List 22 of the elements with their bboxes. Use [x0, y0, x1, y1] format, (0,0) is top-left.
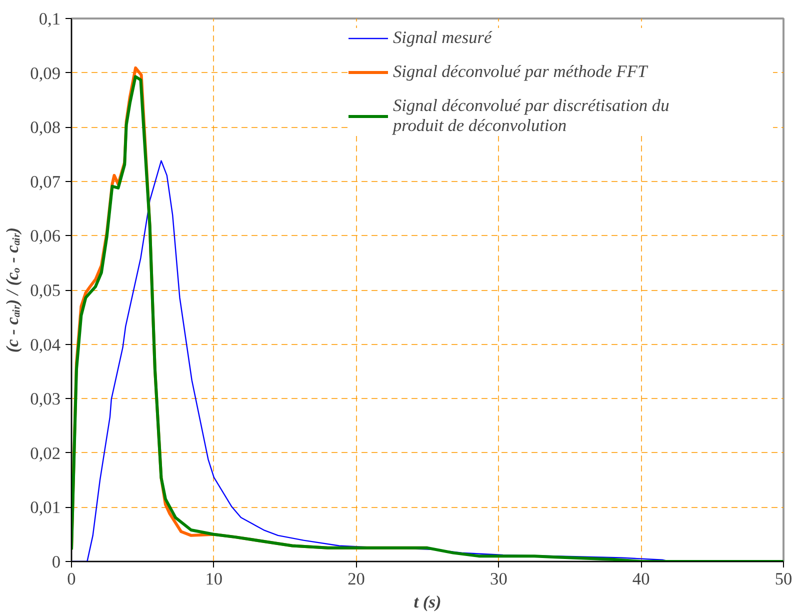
y-axis-title: (c - cₐᵢᵣ) / (cₒ - cₐᵢᵣ) [3, 227, 22, 353]
x-tick-label: 20 [348, 570, 365, 588]
y-tick-label: 0,06 [30, 226, 61, 246]
x-axis-title: t (s) [414, 592, 442, 612]
x-tick-label: 40 [632, 570, 650, 588]
x-tick-label: 50 [774, 570, 792, 588]
y-tick-label: 0,01 [30, 498, 61, 518]
y-tick-label: 0,07 [30, 172, 61, 192]
y-tick-label: 0,1 [38, 10, 61, 28]
legend-label: Signal mesuré [393, 28, 494, 48]
x-tick-label: 30 [490, 570, 508, 588]
y-tick-label: 0 [52, 552, 61, 572]
y-tick-label: 0,05 [30, 281, 61, 300]
y-tick-label: 0,04 [30, 335, 61, 354]
y-tick-label: 0,02 [30, 444, 61, 463]
x-tick-label: 0 [67, 570, 76, 588]
y-tick-label: 0,08 [30, 118, 61, 138]
legend-label: Signal déconvolué par méthode FFT [393, 62, 650, 82]
legend-label: Signal déconvolué par discrétisation du produit de déconvolution [393, 96, 670, 136]
x-tick-label: 10 [205, 570, 223, 588]
y-tick-label: 0,09 [30, 64, 61, 83]
y-tick-label: 0,03 [30, 390, 61, 409]
